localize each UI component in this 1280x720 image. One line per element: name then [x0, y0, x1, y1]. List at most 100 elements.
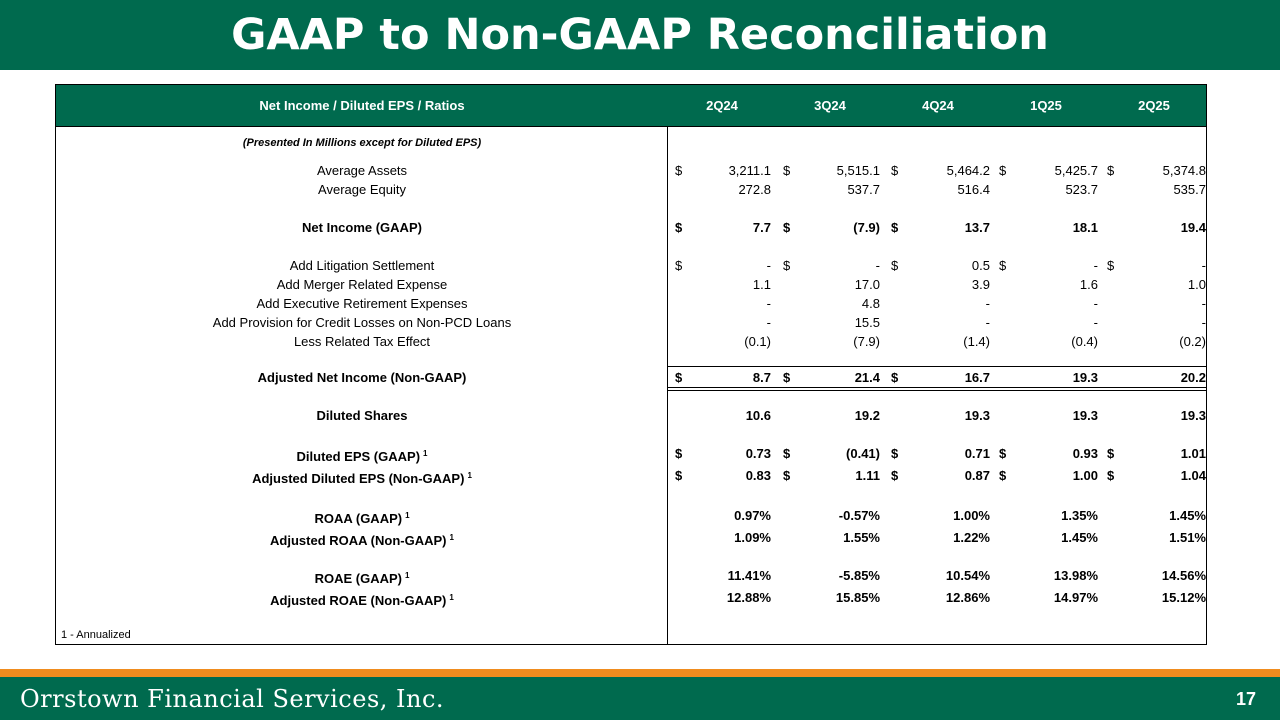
cell-value: 272.8	[738, 182, 771, 197]
period-header: 2Q25	[1138, 98, 1170, 113]
footer-bar	[0, 677, 1280, 720]
cell-value: -	[875, 258, 880, 273]
dollar-sign: $	[999, 446, 1007, 461]
dollar-sign: $	[783, 163, 791, 178]
cell-value: 14.97%	[1053, 590, 1098, 605]
cell-value: 4.8	[861, 296, 880, 311]
table-row: Add Provision for Credit Losses on Non-P…	[56, 313, 1206, 332]
cell-value: 19.3	[1072, 408, 1098, 423]
cell-value: 1.00	[1072, 468, 1098, 483]
dollar-sign: $	[891, 370, 899, 385]
row-label: Adjusted Net Income (Non-GAAP)	[257, 370, 467, 385]
cell-value: 5,374.8	[1162, 163, 1206, 178]
cell-value: 0.87	[964, 468, 990, 483]
cell-value: 0.83	[745, 468, 771, 483]
footnote-marker: 1	[423, 449, 428, 458]
cell-value: 18.1	[1072, 220, 1098, 235]
dollar-sign: $	[675, 468, 683, 483]
cell-value: 21.4	[854, 370, 880, 385]
cell-value: 19.2	[854, 408, 880, 423]
cell-value: (7.9)	[853, 334, 880, 349]
cell-value: 14.56%	[1161, 568, 1206, 583]
dollar-sign: $	[675, 163, 683, 178]
cell-value: 3,211.1	[728, 163, 771, 178]
table-row: Add Litigation Settlement $ - $ - $0.5 $ - $ -	[56, 256, 1206, 275]
cell-value: 1.09%	[734, 530, 771, 545]
dollar-sign: $	[783, 468, 791, 483]
cell-value: 3.9	[971, 277, 990, 292]
cell-value: 10.6	[745, 408, 771, 423]
cell-value: 15.85%	[835, 590, 880, 605]
row-label: Average Assets	[316, 163, 408, 178]
footnote-marker: 1	[405, 511, 410, 520]
row-label: Add Merger Related Expense	[276, 277, 448, 292]
row-label: Diluted Shares	[316, 408, 408, 423]
title-bar: GAAP to Non-GAAP Reconciliation	[0, 0, 1280, 70]
dollar-sign: $	[1107, 258, 1115, 273]
table-header: Net Income / Diluted EPS / Ratios 2Q24 3…	[56, 85, 1206, 127]
subtotal-double-rule	[668, 390, 1206, 391]
dollar-sign: $	[1107, 446, 1115, 461]
page-title: GAAP to Non-GAAP Reconciliation	[231, 10, 1049, 60]
cell-value: 15.5	[854, 315, 880, 330]
cell-value: -	[1201, 315, 1206, 330]
cell-value: 535.7	[1173, 182, 1206, 197]
cell-value: -	[766, 258, 771, 273]
cell-value: 1.45%	[1169, 508, 1206, 523]
dollar-sign: $	[891, 220, 899, 235]
table-row: ROAA (GAAP) 1 0.97% -0.57% 1.00% 1.35% 1.45%	[56, 506, 1206, 526]
row-label: Less Related Tax Effect	[293, 334, 431, 349]
cell-value: 0.71	[964, 446, 990, 461]
row-label: ROAA (GAAP) 1	[314, 511, 410, 526]
cell-value: (0.41)	[846, 446, 880, 461]
cell-value: 13.98%	[1053, 568, 1098, 583]
table-row: Adjusted ROAE (Non-GAAP) 1 12.88% 15.85% 12.…	[56, 588, 1206, 608]
dollar-sign: $	[783, 258, 791, 273]
cell-value: 12.86%	[945, 590, 990, 605]
table-row: Less Related Tax Effect (0.1) (7.9) (1.4) (0…	[56, 332, 1206, 351]
cell-value: 1.55%	[843, 530, 880, 545]
footnote-marker: 1	[467, 471, 472, 480]
cell-value: 19.4	[1180, 220, 1206, 235]
column-divider	[667, 126, 668, 644]
cell-value: 20.2	[1180, 370, 1206, 385]
cell-value: -	[1201, 258, 1206, 273]
table-row: Adjusted ROAA (Non-GAAP) 1 1.09% 1.55% 1.22%…	[56, 528, 1206, 548]
dollar-sign: $	[1107, 163, 1115, 178]
row-label: Diluted EPS (GAAP) 1	[296, 449, 428, 464]
row-label: ROAE (GAAP) 1	[314, 571, 410, 586]
cell-value: 1.04	[1180, 468, 1206, 483]
cell-value: 19.3	[964, 408, 990, 423]
cell-value: 19.3	[1072, 370, 1098, 385]
row-label: Add Litigation Settlement	[289, 258, 435, 273]
cell-value: 1.6	[1079, 277, 1098, 292]
cell-value: 11.41%	[727, 568, 771, 583]
header-label: Net Income / Diluted EPS / Ratios	[259, 98, 465, 113]
dollar-sign: $	[891, 163, 899, 178]
cell-value: (1.4)	[963, 334, 990, 349]
cell-value: 1.00%	[953, 508, 990, 523]
table-row: Adjusted Net Income (Non-GAAP) $8.7 $21.4 $…	[56, 368, 1206, 387]
cell-value: 0.73	[745, 446, 771, 461]
cell-value: -	[1201, 296, 1206, 311]
dollar-sign: $	[999, 468, 1007, 483]
cell-value: (7.9)	[853, 220, 880, 235]
cell-value: -5.85%	[838, 568, 880, 583]
cell-value: 516.4	[957, 182, 990, 197]
row-label: Net Income (GAAP)	[302, 220, 422, 235]
dollar-sign: $	[783, 370, 791, 385]
period-header: 2Q24	[706, 98, 738, 113]
cell-value: 7.7	[752, 220, 771, 235]
cell-value: 5,515.1	[836, 163, 880, 178]
table-row: Add Executive Retirement Expenses - 4.8 - - -	[56, 294, 1207, 313]
period-header: 3Q24	[814, 98, 846, 113]
cell-value: -	[1093, 315, 1098, 330]
cell-value: (0.2)	[1179, 334, 1206, 349]
dollar-sign: $	[675, 370, 683, 385]
cell-value: 1.51%	[1169, 530, 1206, 545]
cell-value: 537.7	[847, 182, 880, 197]
subtotal-top-rule	[668, 366, 1206, 367]
cell-value: -	[766, 296, 771, 311]
footnote: 1 - Annualized	[61, 629, 131, 641]
cell-value: -	[1093, 296, 1098, 311]
